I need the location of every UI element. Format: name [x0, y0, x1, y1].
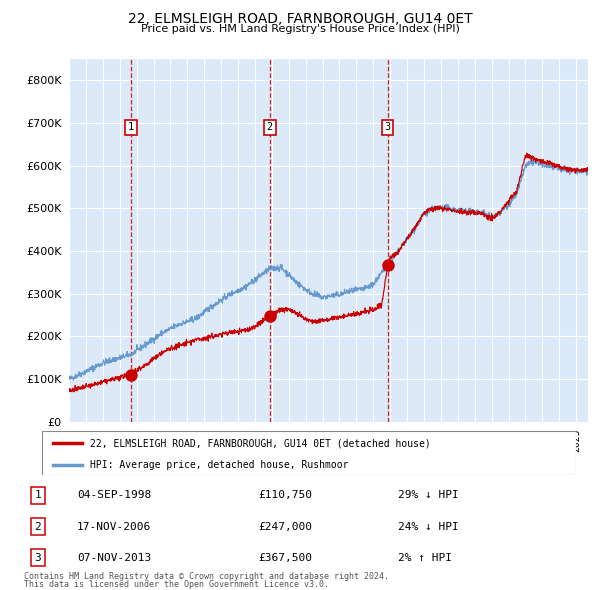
- Text: 29% ↓ HPI: 29% ↓ HPI: [398, 490, 458, 500]
- Text: Price paid vs. HM Land Registry's House Price Index (HPI): Price paid vs. HM Land Registry's House …: [140, 24, 460, 34]
- Text: Contains HM Land Registry data © Crown copyright and database right 2024.: Contains HM Land Registry data © Crown c…: [24, 572, 389, 581]
- Text: £110,750: £110,750: [259, 490, 313, 500]
- Text: This data is licensed under the Open Government Licence v3.0.: This data is licensed under the Open Gov…: [24, 580, 329, 589]
- Text: £247,000: £247,000: [259, 522, 313, 532]
- Text: £367,500: £367,500: [259, 553, 313, 563]
- Text: 17-NOV-2006: 17-NOV-2006: [77, 522, 151, 532]
- Text: 3: 3: [385, 122, 391, 132]
- Text: 3: 3: [35, 553, 41, 563]
- Text: 2: 2: [35, 522, 41, 532]
- Text: 07-NOV-2013: 07-NOV-2013: [77, 553, 151, 563]
- Text: 1: 1: [35, 490, 41, 500]
- Text: 22, ELMSLEIGH ROAD, FARNBOROUGH, GU14 0ET: 22, ELMSLEIGH ROAD, FARNBOROUGH, GU14 0E…: [128, 12, 472, 26]
- Text: HPI: Average price, detached house, Rushmoor: HPI: Average price, detached house, Rush…: [90, 460, 349, 470]
- Text: 24% ↓ HPI: 24% ↓ HPI: [398, 522, 458, 532]
- FancyBboxPatch shape: [42, 431, 576, 475]
- Text: 1: 1: [128, 122, 134, 132]
- Text: 04-SEP-1998: 04-SEP-1998: [77, 490, 151, 500]
- Text: 2: 2: [267, 122, 273, 132]
- Text: 2% ↑ HPI: 2% ↑ HPI: [398, 553, 452, 563]
- Text: 22, ELMSLEIGH ROAD, FARNBOROUGH, GU14 0ET (detached house): 22, ELMSLEIGH ROAD, FARNBOROUGH, GU14 0E…: [90, 438, 431, 448]
